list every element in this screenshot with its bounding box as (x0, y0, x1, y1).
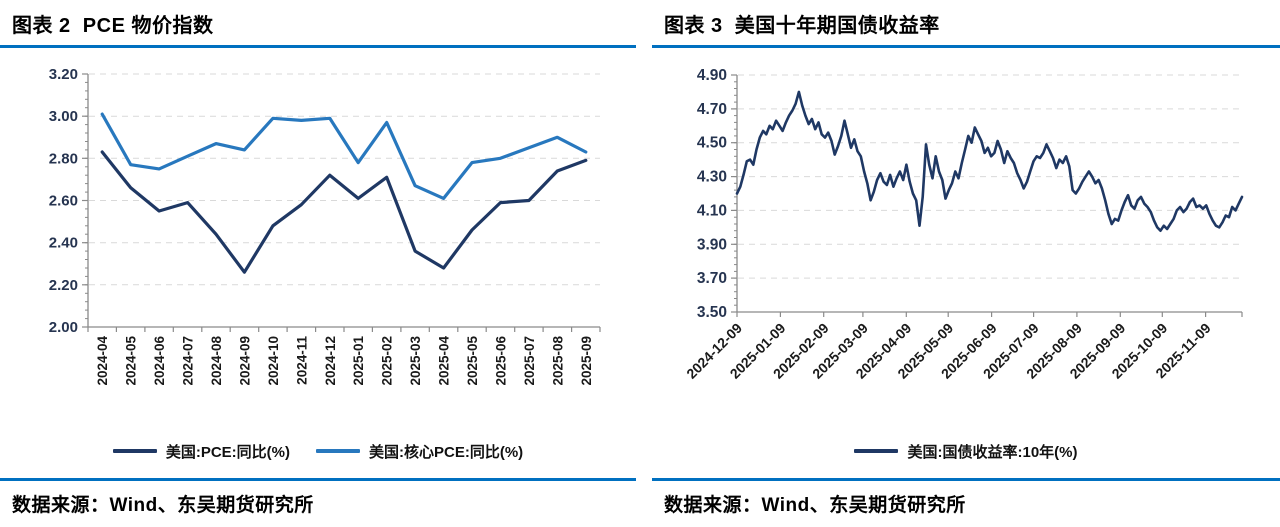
gridlines (89, 73, 600, 286)
legend-line-swatch (854, 449, 899, 453)
svg-text:2025-02: 2025-02 (380, 336, 395, 386)
legend-line-swatch (112, 449, 157, 453)
axes-and-ticks (82, 73, 601, 332)
svg-text:2025-05: 2025-05 (465, 336, 480, 386)
svg-text:4.50: 4.50 (697, 135, 727, 152)
svg-text:2024-07: 2024-07 (181, 336, 196, 386)
legend-item: 美国:PCE:同比(%) (112, 441, 290, 462)
svg-text:3.20: 3.20 (49, 66, 78, 83)
figure-2-source-rule (0, 478, 636, 481)
svg-text:4.70: 4.70 (697, 101, 727, 118)
svg-text:4.30: 4.30 (697, 169, 727, 186)
svg-text:3.50: 3.50 (697, 304, 727, 321)
svg-text:3.00: 3.00 (49, 108, 78, 125)
svg-text:2025-03: 2025-03 (408, 336, 423, 386)
figure-3-data-source: 数据来源：Wind、东吴期货研究所 (664, 495, 966, 516)
svg-text:2024-10: 2024-10 (266, 336, 281, 386)
svg-text:4.10: 4.10 (697, 202, 727, 219)
treasury-yield-line-chart: 3.503.703.904.104.304.504.704.902024-12-… (683, 67, 1244, 382)
axis-tick-labels: 2.00 2.20 2.40 2.60 2.80 3.00 3.20 2024-04 2024-… (49, 66, 594, 386)
legend-line-swatch (316, 449, 360, 453)
figure-2-data-source: 数据来源：Wind、东吴期货研究所 (12, 495, 314, 516)
series-line (100, 150, 588, 274)
svg-text:2.80: 2.80 (49, 150, 78, 167)
svg-text:4.90: 4.90 (697, 67, 727, 84)
svg-text:3.70: 3.70 (697, 270, 727, 287)
svg-text:2024-06: 2024-06 (152, 336, 167, 386)
series-line (735, 90, 1244, 232)
svg-text:2.40: 2.40 (49, 235, 78, 252)
svg-text:2025-08: 2025-08 (550, 336, 565, 386)
svg-text:2.00: 2.00 (49, 319, 78, 336)
svg-text:3.90: 3.90 (697, 236, 727, 253)
figure-3-title-rule (652, 45, 1280, 48)
figure-3-legend: 美国:国债收益率:10年(%) (652, 438, 1280, 464)
legend-label: 美国:核心PCE:同比(%) (369, 443, 524, 461)
svg-text:2025-07: 2025-07 (522, 336, 537, 386)
figure-2-panel: 图表 2 PCE 物价指数 2.00 2.20 2.40 2.60 2.80 3.00 3.… (0, 0, 636, 527)
figure-2-title: 图表 2 PCE 物价指数 (12, 15, 214, 37)
svg-text:2024-08: 2024-08 (209, 336, 224, 386)
svg-text:2024-05: 2024-05 (124, 336, 139, 386)
figure-2-title-rule (0, 45, 636, 48)
axis-tick-labels: 3.503.703.904.104.304.504.704.902024-12-… (683, 67, 1214, 382)
legend-label: 美国:国债收益率:10年(%) (907, 443, 1078, 461)
series-line (100, 112, 588, 200)
figure-3-panel: 图表 3 美国十年期国债收益率 3.50 3.70 3.90 4.10 4.30 4.50… (652, 0, 1280, 527)
svg-text:2.60: 2.60 (49, 193, 78, 210)
svg-text:2024-09: 2024-09 (237, 336, 252, 386)
svg-text:2024-11: 2024-11 (294, 336, 309, 385)
svg-text:2.20: 2.20 (49, 277, 78, 294)
svg-text:2025-01: 2025-01 (351, 336, 366, 386)
figure-3-source-rule (652, 478, 1280, 481)
legend-item: 美国:核心PCE:同比(%) (316, 441, 523, 462)
svg-text:2024-04: 2024-04 (95, 336, 110, 386)
svg-text:2025-06: 2025-06 (493, 336, 508, 386)
pce-line-chart: 2.00 2.20 2.40 2.60 2.80 3.00 3.20 2024-04 2024-… (49, 66, 601, 386)
axes-and-ticks (731, 74, 1243, 317)
svg-text:2025-04: 2025-04 (437, 336, 452, 386)
figure-3-title: 图表 3 美国十年期国债收益率 (664, 15, 940, 37)
gridlines (738, 74, 1242, 279)
figure-2-legend: 美国:PCE:同比(%) 美国:核心PCE:同比(%) (0, 438, 636, 464)
svg-text:2024-12: 2024-12 (323, 336, 338, 386)
legend-label: 美国:PCE:同比(%) (165, 443, 290, 461)
svg-text:2025-09: 2025-09 (579, 336, 594, 386)
legend-item: 美国:国债收益率:10年(%) (854, 441, 1078, 462)
